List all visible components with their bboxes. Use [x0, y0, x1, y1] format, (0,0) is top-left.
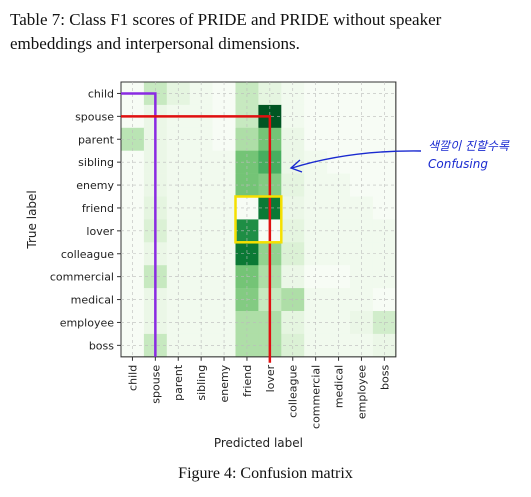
heatmap-cell-lover-colleague — [281, 219, 305, 243]
heatmap-cell-parent-child — [121, 127, 145, 151]
heatmap-cell-lover-parent — [166, 219, 190, 243]
heatmap-cell-boss-boss — [372, 333, 397, 358]
heatmap-cell-child-boss — [372, 82, 397, 106]
heatmap-cell-lover-child — [121, 219, 145, 243]
annotation-arrow — [291, 150, 422, 169]
x-tick-label: lover — [264, 364, 277, 392]
heatmap-cell-colleague-boss — [372, 242, 397, 266]
x-tick-label: medical — [333, 365, 346, 408]
y-tick-label: commercial — [50, 271, 114, 284]
x-tick-label: child — [126, 365, 139, 391]
heatmap-cell-lover-boss — [372, 219, 397, 243]
heatmap-cell-parent-colleague — [281, 127, 305, 151]
heatmap-cell-parent-boss — [372, 127, 397, 151]
heatmap-cell-child-parent — [166, 82, 190, 106]
y-tick-label: medical — [71, 294, 114, 307]
y-axis-label: True label — [25, 190, 39, 249]
heatmap-cell-child-lover — [258, 82, 282, 106]
table-caption: Table 7: Class F1 scores of PRIDE and PR… — [10, 10, 442, 53]
x-tick-label: employee — [355, 365, 368, 420]
heatmap-cell-spouse-colleague — [281, 104, 305, 129]
heatmap-cell-boss-colleague — [281, 333, 305, 358]
annotation-arrowhead — [289, 159, 303, 173]
heatmap-cells — [120, 81, 397, 358]
heatmap-cell-child-colleague — [281, 82, 305, 106]
heatmap-cell-colleague-colleague — [281, 242, 305, 266]
heatmap-border — [120, 81, 397, 358]
y-tick-label: boss — [89, 339, 114, 352]
red-highlight-line — [121, 115, 272, 363]
handwritten-note-line: Confusing — [428, 157, 488, 171]
y-tick-label: friend — [82, 202, 114, 215]
heatmap-cell-colleague-child — [121, 242, 145, 266]
x-tick-label: commercial — [310, 365, 323, 429]
x-tick-labels: child spouse parent sibling enemy friend lover… — [126, 356, 391, 429]
heatmap-cell-spouse-boss — [372, 104, 397, 129]
yellow-highlight-box — [234, 195, 283, 244]
x-tick-label: sibling — [195, 365, 208, 401]
purple-highlight-line — [121, 92, 157, 357]
x-tick-label: colleague — [287, 365, 300, 418]
y-tick-labels: child spouse parent sibling enemy friend lover… — [50, 87, 121, 352]
y-tick-label: child — [88, 87, 114, 100]
x-tick-label: friend — [241, 365, 254, 397]
y-tick-label: lover — [86, 225, 114, 238]
confusion-matrix-chart: child spouse parent sibling enemy friend lover… — [25, 81, 510, 450]
x-tick-label: spouse — [149, 365, 162, 404]
handwritten-note-line: 색깔이 진할수록 — [428, 139, 510, 153]
y-tick-label: parent — [78, 133, 115, 146]
y-tick-label: spouse — [75, 110, 114, 123]
y-tick-label: enemy — [76, 179, 114, 192]
figure-caption: Figure 4: Confusion matrix — [178, 465, 353, 482]
x-axis-label: Predicted label — [214, 436, 303, 450]
heatmap-cell-parent-parent — [166, 127, 190, 151]
y-tick-label: colleague — [61, 248, 114, 261]
y-tick-label: sibling — [78, 156, 114, 169]
heatmap-cell-colleague-parent — [166, 242, 190, 266]
x-tick-label: parent — [172, 364, 185, 401]
y-tick-label: employee — [60, 316, 115, 329]
x-tick-label: enemy — [218, 364, 231, 402]
heatmap-cell-boss-parent — [166, 333, 190, 358]
annotation-overlays: 색깔이 진할수록 Confusing — [121, 92, 510, 363]
x-tick-label: boss — [378, 365, 391, 390]
heatmap-cell-boss-child — [121, 333, 145, 358]
